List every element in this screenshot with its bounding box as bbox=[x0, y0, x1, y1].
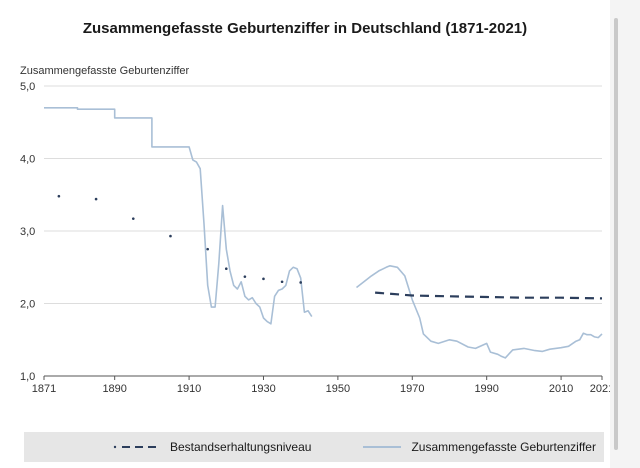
geburtenziffer-line bbox=[356, 264, 603, 359]
bestandserhaltung-dot bbox=[57, 194, 61, 198]
y-axis-label: Zusammengefasste Geburtenziffer bbox=[20, 65, 189, 77]
x-tick-label: 1970 bbox=[400, 383, 424, 395]
x-tick-label: 1910 bbox=[177, 383, 201, 395]
bestandserhaltung-dot bbox=[299, 281, 302, 284]
x-tick-label: 1950 bbox=[326, 383, 350, 395]
x-tick-label: 1890 bbox=[102, 383, 126, 395]
y-tick-label: 4,0 bbox=[20, 154, 35, 166]
bestandserhaltung-dot bbox=[243, 275, 247, 278]
legend-swatch-solid bbox=[363, 446, 402, 448]
bestandserhaltung-dot bbox=[94, 197, 98, 201]
bestandserhaltung-dot bbox=[280, 280, 284, 284]
y-tick-label: 2,0 bbox=[20, 299, 35, 311]
scrollbar[interactable] bbox=[614, 18, 618, 450]
y-axis-ticks: 1,0 2,0 3,0 4,0 5,0 bbox=[20, 81, 35, 383]
bestandserhaltung-dot bbox=[224, 267, 228, 271]
bestandserhaltung-line bbox=[375, 291, 603, 300]
bestandserhaltung-dot bbox=[262, 277, 265, 281]
y-tick-label: 5,0 bbox=[20, 81, 35, 93]
x-axis: 1871 1890 1910 1930 1950 1970 1990 2010 2021 bbox=[32, 375, 610, 395]
x-tick-label: 1871 bbox=[32, 383, 56, 395]
x-tick-label: 1930 bbox=[251, 383, 275, 395]
chart-canvas: Zusammengefasste Geburtenziffer 1,0 2,0 3,… bbox=[20, 65, 610, 395]
bestandserhaltung-dot bbox=[131, 217, 135, 220]
legend-label-bestandserhaltung: Bestandserhaltungsniveau bbox=[170, 440, 312, 454]
legend-label-geburtenziffer: Zusammengefasste Geburtenziffer bbox=[411, 440, 596, 454]
bestandserhaltung-dot bbox=[169, 234, 172, 238]
y-tick-label: 1,0 bbox=[20, 371, 35, 383]
legend: Bestandserhaltungsniveau Zusammengefasst… bbox=[24, 432, 604, 462]
x-tick-label: 2021 bbox=[590, 383, 610, 395]
x-tick-label: 1990 bbox=[474, 383, 498, 395]
y-tick-label: 3,0 bbox=[20, 226, 35, 238]
geburtenziffer-line bbox=[44, 107, 313, 325]
legend-item-bestandserhaltung: Bestandserhaltungsniveau bbox=[112, 440, 311, 454]
plot-area bbox=[44, 107, 603, 359]
chart-title: Zusammengefasste Geburtenziffer in Deuts… bbox=[82, 20, 528, 37]
bestandserhaltung-dot bbox=[206, 247, 209, 251]
legend-item-geburtenziffer: Zusammengefasste Geburtenziffer bbox=[363, 440, 596, 454]
grid-lines bbox=[44, 85, 602, 377]
x-tick-label: 2010 bbox=[549, 383, 573, 395]
legend-swatch-dashed bbox=[113, 445, 160, 449]
